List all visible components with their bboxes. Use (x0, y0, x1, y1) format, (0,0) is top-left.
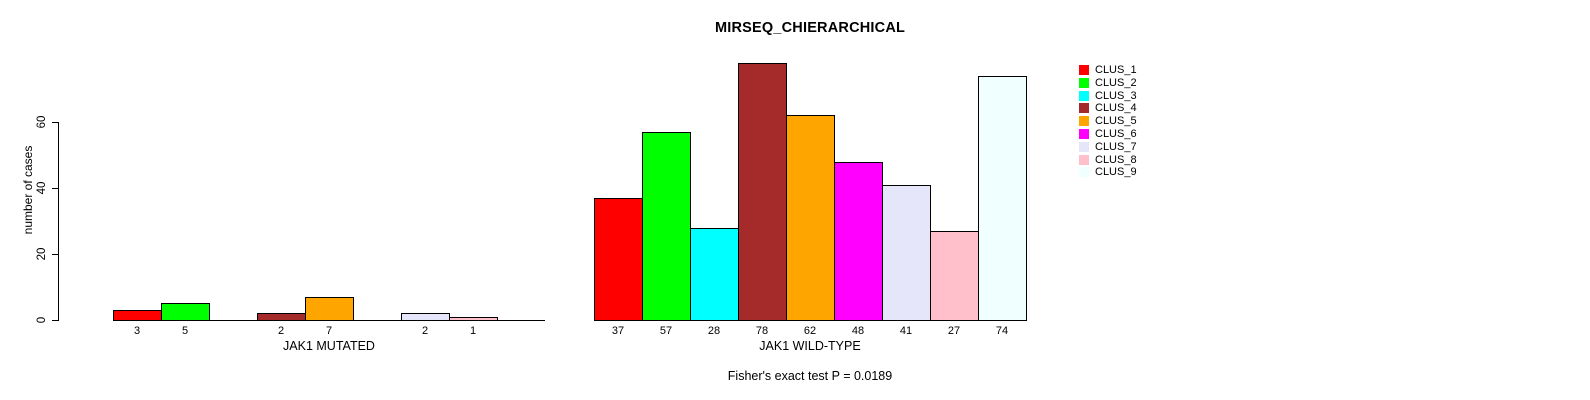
bar-clus_4 (738, 63, 787, 321)
bar-clus_8 (930, 231, 979, 321)
bar-clus_8 (449, 317, 498, 321)
y-axis-tick-label: 60 (36, 115, 48, 129)
bar-value-label: 37 (611, 325, 625, 337)
bar-value-label: 7 (325, 325, 333, 337)
bar-value-label: 57 (659, 325, 673, 337)
y-axis-tick-label: 0 (36, 316, 48, 324)
legend-label: CLUS_2 (1095, 76, 1137, 89)
bar-value-label: 62 (803, 325, 817, 337)
bar-value-label: 2 (277, 325, 285, 337)
y-axis-tick (52, 188, 58, 189)
bar-clus_7 (401, 313, 450, 321)
legend-label: CLUS_5 (1095, 115, 1137, 128)
legend-label: CLUS_9 (1095, 166, 1137, 179)
legend-swatch (1079, 116, 1089, 127)
bar-value-label: 5 (181, 325, 189, 337)
bar-clus_2 (161, 303, 210, 321)
bar-value-label: 41 (899, 325, 913, 337)
legend-swatch (1079, 154, 1089, 165)
legend-swatch (1079, 129, 1089, 139)
bar-clus_1 (113, 310, 162, 321)
bar-clus_5 (786, 115, 835, 321)
x-axis-label-jak1-wild-type: JAK1 WILD-TYPE (759, 339, 861, 353)
bar-value-label: 3 (133, 325, 141, 337)
bar-clus_6 (834, 162, 883, 321)
legend-swatch (1079, 141, 1089, 152)
bar-clus_7 (882, 185, 931, 321)
legend-label: CLUS_4 (1095, 102, 1137, 115)
bar-clus_5 (305, 297, 354, 321)
fisher-test-annotation: Fisher's exact test P = 0.0189 (727, 369, 893, 383)
legend-swatch (1079, 167, 1089, 178)
bar-clus_4 (257, 313, 306, 321)
legend-label: CLUS_1 (1095, 64, 1137, 76)
bar-value-label: 27 (947, 325, 961, 337)
legend-label: CLUS_7 (1095, 140, 1137, 153)
legend-swatch (1079, 77, 1089, 88)
bar-value-label: 78 (755, 325, 769, 337)
y-axis-tick-label: 40 (36, 181, 48, 195)
y-axis-tick (52, 122, 58, 123)
x-axis-label-jak1-mutated: JAK1 MUTATED (283, 339, 375, 353)
bar-value-label: 28 (707, 325, 721, 337)
legend-swatch (1079, 103, 1089, 114)
bar-value-label: 74 (995, 325, 1009, 337)
legend-swatch (1079, 65, 1089, 75)
legend-swatch (1079, 90, 1089, 101)
bar-value-label: 1 (469, 325, 477, 337)
y-axis-tick (52, 254, 58, 255)
bar-clus_1 (594, 198, 643, 321)
bar-clus_9 (978, 76, 1027, 321)
bar-value-label: 2 (421, 325, 429, 337)
bar-clus_3 (690, 228, 739, 321)
y-axis-tick (52, 320, 58, 321)
y-axis-label: number of cases (21, 145, 35, 235)
legend-label: CLUS_6 (1095, 128, 1137, 140)
legend-label: CLUS_3 (1095, 89, 1137, 102)
y-axis-tick-label: 20 (36, 247, 48, 261)
bar-value-label: 48 (851, 325, 865, 337)
chart-title: MIRSEQ_CHIERARCHICAL (714, 20, 906, 36)
y-axis-line (58, 122, 59, 321)
legend-label: CLUS_8 (1095, 153, 1137, 166)
bar-clus_2 (642, 132, 691, 321)
